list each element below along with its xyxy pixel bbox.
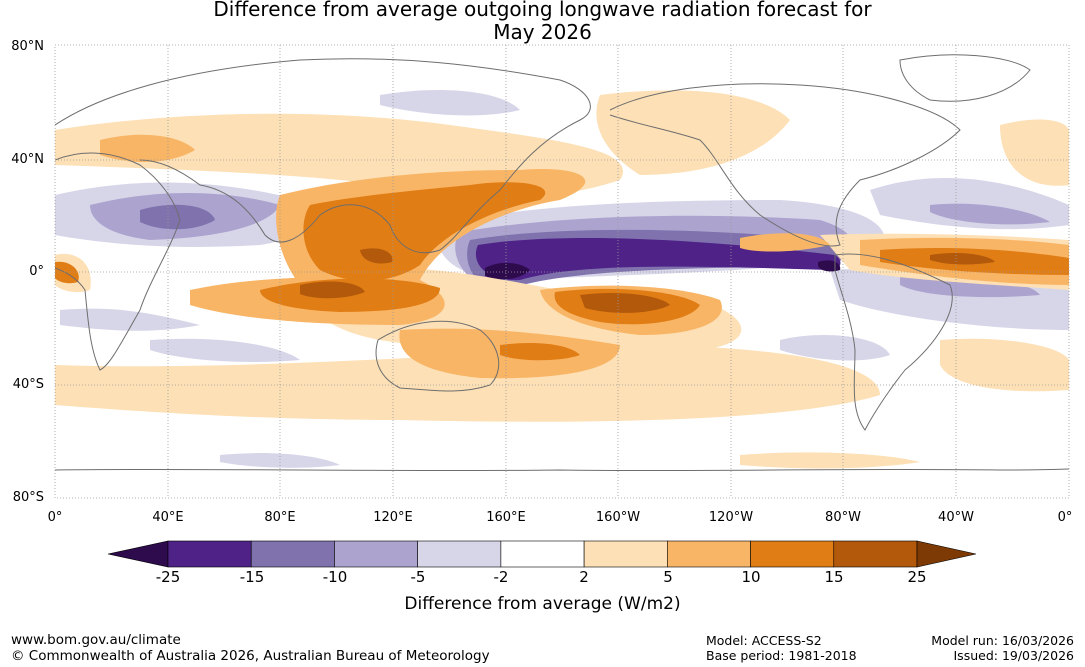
footer-base-period: Base period: 1981-2018 [706, 648, 857, 663]
greenland-coastline [899, 54, 1031, 102]
south-america-coastline [834, 253, 953, 431]
footer-model-info: Model: ACCESS-S2 Base period: 1981-2018 [706, 633, 857, 663]
lon-label: 40°W [938, 510, 974, 525]
north-america-coastline [609, 83, 961, 247]
anomaly-region [930, 252, 995, 265]
lat-label: 80°S [12, 490, 44, 505]
colorbar-cell [417, 540, 502, 568]
footer-left: www.bom.gov.au/climate © Commonwealth of… [11, 632, 490, 664]
colorbar-cell [667, 540, 751, 568]
lon-label: 80°E [264, 510, 296, 525]
anomaly-region [220, 453, 340, 468]
anomaly-region [596, 90, 790, 175]
graticule [55, 45, 1069, 498]
colorbar-arrow-max [916, 540, 977, 568]
anomaly-region [55, 345, 880, 422]
lon-label: 0° [1057, 510, 1073, 525]
map-frame [54, 44, 1070, 499]
anomaly-region [500, 343, 580, 361]
africa-coastline [55, 152, 181, 371]
chart-title-line1: Difference from average outgoing longwav… [213, 0, 872, 21]
colorbar-tick: -10 [322, 568, 348, 586]
colorbar-tick: 15 [824, 568, 844, 586]
anomaly-region [940, 338, 1069, 392]
colorbar-label: Difference from average (W/m2) [404, 594, 681, 614]
anomaly-region [1000, 119, 1069, 186]
anomaly-region [485, 262, 530, 280]
lon-label: 160°W [595, 510, 641, 525]
footer-copyright: © Commonwealth of Australia 2026, Austra… [11, 648, 490, 664]
anomaly-region [380, 90, 520, 116]
anomaly-region [930, 203, 1050, 225]
lon-label: 40°E [152, 510, 184, 525]
lat-label: 40°N [11, 152, 44, 167]
colorbar-tick: 25 [907, 568, 927, 586]
footer-model: Model: ACCESS-S2 [706, 633, 822, 648]
colorbar-cell [583, 540, 668, 568]
colorbar-tick: -2 [493, 568, 509, 586]
lon-label: 160°E [486, 510, 526, 525]
eurasia-coastline [55, 58, 591, 254]
anomaly-region [780, 335, 890, 361]
colorbar-tick: -5 [410, 568, 426, 586]
lon-label: 0° [47, 510, 63, 525]
anomaly-region [100, 134, 195, 162]
anomaly-region [740, 452, 920, 469]
anomaly-region [300, 281, 365, 299]
colorbar-tick: 2 [579, 568, 589, 586]
anomaly-region [360, 248, 393, 264]
lat-label: 80°N [11, 39, 44, 54]
colorbar-arrow-min [107, 540, 169, 568]
colorbar-tick: 10 [741, 568, 761, 586]
antarctica-coastline [55, 468, 1069, 472]
colorbar-cell [167, 540, 252, 568]
colorbar-tick: 5 [663, 568, 673, 586]
colorbar-tick: -15 [239, 568, 265, 586]
footer-issued: Issued: 19/03/2026 [953, 648, 1075, 663]
anomaly-region [140, 204, 215, 230]
colorbar-cell [250, 540, 335, 568]
lat-label: 40°S [12, 377, 44, 392]
anomaly-region [60, 308, 200, 331]
colorbar-cell [334, 540, 418, 568]
lon-label: 120°E [373, 510, 413, 525]
anomaly-field [55, 90, 1069, 469]
lon-label: 80°W [825, 510, 861, 525]
colorbar-cell [833, 540, 918, 568]
footer-url[interactable]: www.bom.gov.au/climate [11, 632, 181, 648]
anomaly-region [150, 338, 300, 362]
anomaly-region [580, 293, 670, 313]
colorbar-cell [500, 540, 585, 568]
footer-model-run: Model run: 16/03/2026 [931, 633, 1074, 648]
anomaly-region [740, 233, 830, 252]
chart-title-line2: May 2026 [493, 20, 592, 44]
colorbar-cell [750, 540, 835, 568]
colorbar-tick: -25 [155, 568, 181, 586]
lon-label: 120°W [708, 510, 754, 525]
footer-dates: Model run: 16/03/2026 Issued: 19/03/2026 [931, 633, 1074, 663]
lat-label: 0° [29, 264, 44, 279]
